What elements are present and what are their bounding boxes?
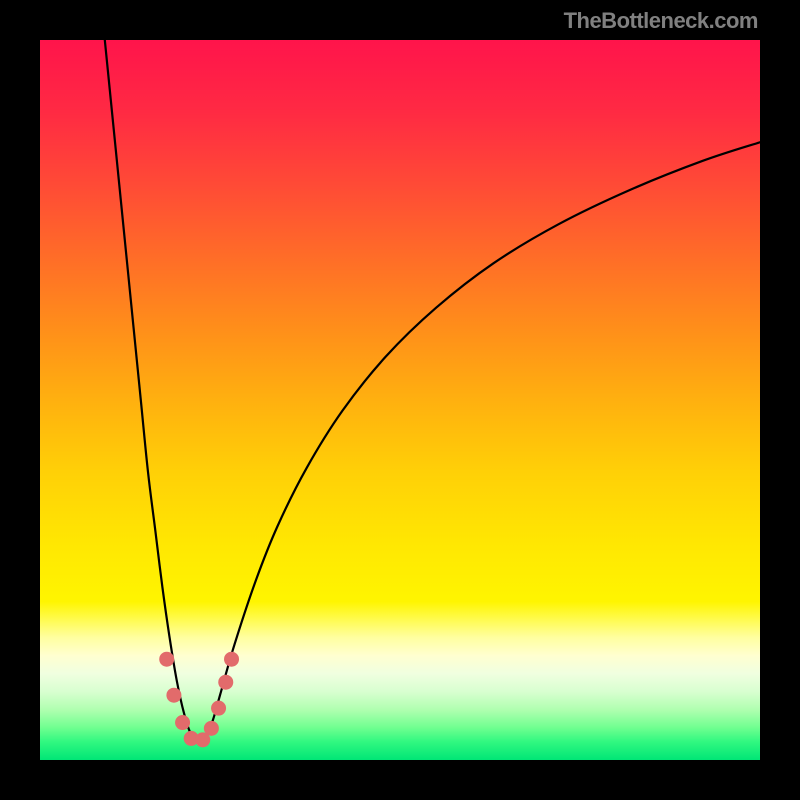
marker-point <box>211 701 226 716</box>
curve-layer <box>40 40 760 760</box>
curve-right-branch <box>198 142 760 742</box>
curve-left-branch <box>105 40 199 742</box>
marker-point <box>204 721 219 736</box>
plot-area <box>40 40 760 760</box>
marker-point <box>224 652 239 667</box>
chart-root: TheBottleneck.com <box>0 0 800 800</box>
marker-point <box>166 688 181 703</box>
watermark-text: TheBottleneck.com <box>564 8 758 34</box>
marker-point <box>175 715 190 730</box>
marker-point <box>218 675 233 690</box>
marker-point <box>159 652 174 667</box>
